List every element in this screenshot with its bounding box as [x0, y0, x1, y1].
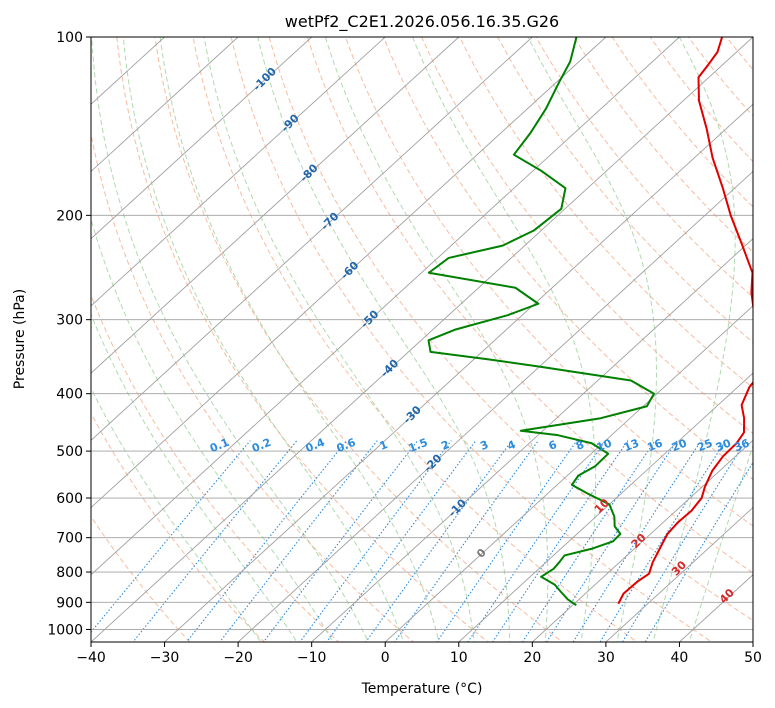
y-axis-label: Pressure (hPa) [12, 289, 28, 389]
isotherm-line [91, 37, 753, 642]
isotherm-line [91, 37, 460, 374]
y-tick-label: 1000 [47, 622, 83, 638]
y-tick-label: 100 [56, 30, 83, 46]
dry-adiabat-line [91, 131, 415, 642]
x-tick-label: 40 [671, 650, 689, 666]
dry-adiabat-line [91, 412, 265, 642]
moist-adiabat-line [257, 37, 511, 642]
mixing-ratio-label: 8 [574, 438, 586, 453]
mixing-ratio-line [492, 440, 629, 642]
y-tick-label: 900 [56, 595, 83, 611]
mixing-ratio-line [262, 440, 419, 642]
mixing-ratio-line [326, 440, 477, 642]
mixing-ratio-label: 1 [378, 438, 390, 453]
dry-adiabat-line [535, 37, 753, 298]
mixing-ratio-line [621, 440, 747, 642]
mixing-ratio-label: 16 [645, 436, 664, 454]
mixing-ratio-line [644, 461, 753, 642]
mixing-ratio-lines [91, 440, 753, 642]
isotherm-line [311, 238, 753, 642]
y-tick-label: 200 [56, 208, 83, 224]
moist-adiabat-line [91, 313, 298, 642]
x-axis-label: Temperature (°C) [361, 681, 483, 697]
y-tick-label: 700 [56, 531, 83, 547]
x-tick-label: 30 [597, 650, 615, 666]
dry-adiabat-line [91, 515, 191, 642]
isotherm-line [164, 103, 753, 642]
mixing-ratio-label: 10 [595, 436, 614, 454]
x-tick-label: 50 [744, 650, 762, 666]
dewpoint-profile-line [427, 37, 655, 607]
mixing-ratio-line [572, 440, 702, 642]
isotherm-line [91, 37, 680, 576]
mixing-ratio-label: 13 [622, 437, 641, 455]
isotherm-line [237, 170, 753, 642]
temperature-profile-line [617, 37, 753, 605]
isotherm-line [91, 37, 533, 441]
dry-adiabat-line [192, 37, 639, 642]
profiles [427, 37, 753, 607]
y-tick-label: 400 [56, 387, 83, 403]
y-tick-label: 600 [56, 491, 83, 507]
dry-adiabat-line [459, 37, 753, 389]
isotherm-line [458, 372, 753, 642]
moist-adiabat-line [527, 37, 657, 642]
mixing-ratio-label: 30 [714, 436, 733, 454]
y-tick-label: 500 [56, 444, 83, 460]
isotherm-line [91, 37, 239, 173]
x-tick-label: 0 [381, 650, 390, 666]
chart-title: wetPf2_C2E1.2026.056.16.35.G26 [285, 12, 559, 32]
mixing-ratio-line [467, 440, 606, 642]
y-tick-label: 800 [56, 565, 83, 581]
x-tick-label: 20 [523, 650, 541, 666]
mixing-ratio-label: 25 [695, 437, 714, 455]
moist-adiabat-line [91, 37, 369, 642]
dry-adiabats [91, 37, 753, 642]
mixing-ratio-label: 2 [439, 438, 451, 453]
isotherm-line [532, 439, 753, 642]
mixing-ratio-line [299, 440, 452, 642]
isotherm-line [91, 37, 386, 307]
isotherm-line [605, 506, 753, 642]
plot-frame [90, 36, 754, 643]
mixing-ratio-line [185, 440, 348, 642]
mixing-ratio-line [132, 440, 298, 642]
dry-adiabat-line [306, 37, 753, 574]
y-tick-label: 300 [56, 313, 83, 329]
x-tick-label: 10 [450, 650, 468, 666]
isotherm-line [384, 305, 753, 642]
isotherm-grid [91, 37, 753, 642]
isotherm-line [91, 37, 607, 509]
x-axis: −40 −30 −20 −10 0 10 20 30 40 50 [76, 642, 762, 666]
plot-area: -100-90-80-70-60-50-40-30-20-1000.1 0.2 0.… [91, 37, 753, 642]
x-tick-label: −30 [150, 650, 180, 666]
dry-adiabat-line [154, 37, 564, 642]
dry-adiabat-line [382, 37, 753, 481]
mixing-ratio-line [545, 440, 678, 642]
mixing-ratio-line [91, 440, 251, 633]
dry-adiabat-line [230, 37, 713, 642]
mixing-ratio-label: 36 [732, 436, 751, 454]
mixing-ratio-line [394, 440, 539, 642]
dry-adiabat-line [91, 293, 340, 642]
pressure-grid [91, 37, 753, 630]
x-tick-label: −40 [76, 650, 106, 666]
x-tick-label: −10 [297, 650, 327, 666]
mixing-ratio-label: 3 [478, 438, 490, 453]
isotherm-line [91, 37, 312, 240]
dry-adiabat-line [116, 37, 489, 642]
y-axis: 100 200 300 400 500 600 700 800 900 1000 [47, 30, 91, 638]
x-tick-label: −20 [223, 650, 253, 666]
mixing-ratio-label: 20 [670, 436, 689, 454]
mixing-ratio-line [219, 440, 378, 642]
